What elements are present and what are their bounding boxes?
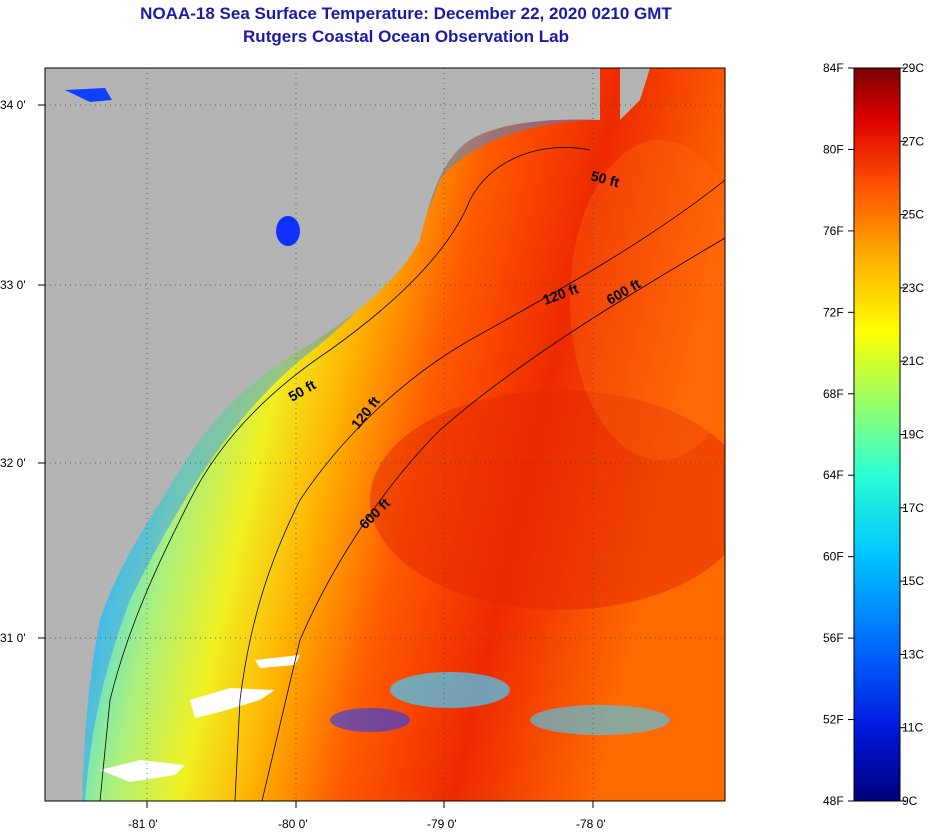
lake xyxy=(65,88,112,102)
map-subtitle: Rutgers Coastal Ocean Observation Lab xyxy=(243,27,569,46)
cloud-patch xyxy=(100,760,185,782)
contour-120ft xyxy=(234,179,725,801)
colorbar-celsius-label: 25C xyxy=(902,208,924,222)
map-area: 50 ft 120 ft 600 ft 50 ft 120 ft 600 ft xyxy=(45,68,725,801)
cloud-patch xyxy=(255,655,300,668)
contour-label-50ft-north: 50 ft xyxy=(589,167,621,190)
lat-tick-label: 31 0' xyxy=(0,631,26,645)
contour-600ft xyxy=(261,237,725,801)
colorbar-fahrenheit-labels: 84F 80F 76F 72F 68F 64F 60F 56F 52F 48F xyxy=(823,61,854,808)
lake xyxy=(276,216,300,246)
colorbar-celsius-label: 11C xyxy=(902,721,923,735)
lon-tick-label: -81 0' xyxy=(128,817,158,831)
lat-tick-label: 33 0' xyxy=(0,278,26,292)
colorbar-celsius-label: 23C xyxy=(902,281,924,295)
cloud-patch xyxy=(190,688,275,718)
colorbar-fahrenheit-label: 48F xyxy=(823,794,844,808)
colorbar-celsius-label: 27C xyxy=(902,134,924,148)
warm-core xyxy=(370,390,725,610)
lon-tick-label: -78 0' xyxy=(576,817,606,831)
colorbar-celsius-label: 19C xyxy=(902,428,924,442)
contour-50ft xyxy=(99,147,591,801)
colorbar-fahrenheit-label: 80F xyxy=(823,142,844,156)
colorbar-fahrenheit-label: 72F xyxy=(823,305,844,319)
lat-tick-label: 32 0' xyxy=(0,456,26,470)
axis-ticks xyxy=(38,104,594,808)
land-mass-ne xyxy=(620,68,650,120)
colorbar-fahrenheit-label: 64F xyxy=(823,468,844,482)
lon-tick-label: -79 0' xyxy=(427,817,457,831)
graticule xyxy=(45,68,725,801)
colorbar-celsius-label: 21C xyxy=(902,354,924,368)
colorbar-celsius-label: 17C xyxy=(902,501,924,515)
warm-gulf-stream xyxy=(570,140,725,460)
map-frame xyxy=(44,67,726,802)
colorbar-celsius-label: 15C xyxy=(902,574,924,588)
colorbar-fahrenheit-label: 52F xyxy=(823,713,844,727)
colorbar xyxy=(853,67,901,802)
colorbar-fahrenheit-label: 84F xyxy=(823,61,844,75)
cool-eddy xyxy=(330,708,410,732)
colorbar-fahrenheit-label: 56F xyxy=(823,631,844,645)
colorbar-fahrenheit-label: 68F xyxy=(823,387,844,401)
map-title: NOAA-18 Sea Surface Temperature: Decembe… xyxy=(140,4,672,23)
cool-eddy xyxy=(390,672,510,708)
colorbar-fahrenheit-label: 60F xyxy=(823,550,844,564)
lat-tick-label: 34 0' xyxy=(0,98,26,112)
cool-eddy xyxy=(530,705,670,735)
colorbar-celsius-label: 29C xyxy=(902,61,924,75)
colorbar-celsius-label: 13C xyxy=(902,647,924,661)
colorbar-fahrenheit-label: 76F xyxy=(823,224,844,238)
colorbar-celsius-labels: 29C 27C 25C 23C 21C 19C 17C 15C 13C 11C 9C xyxy=(900,61,924,808)
lon-tick-label: -80 0' xyxy=(278,817,308,831)
colorbar-celsius-label: 9C xyxy=(902,794,918,808)
land-mass xyxy=(45,68,600,801)
